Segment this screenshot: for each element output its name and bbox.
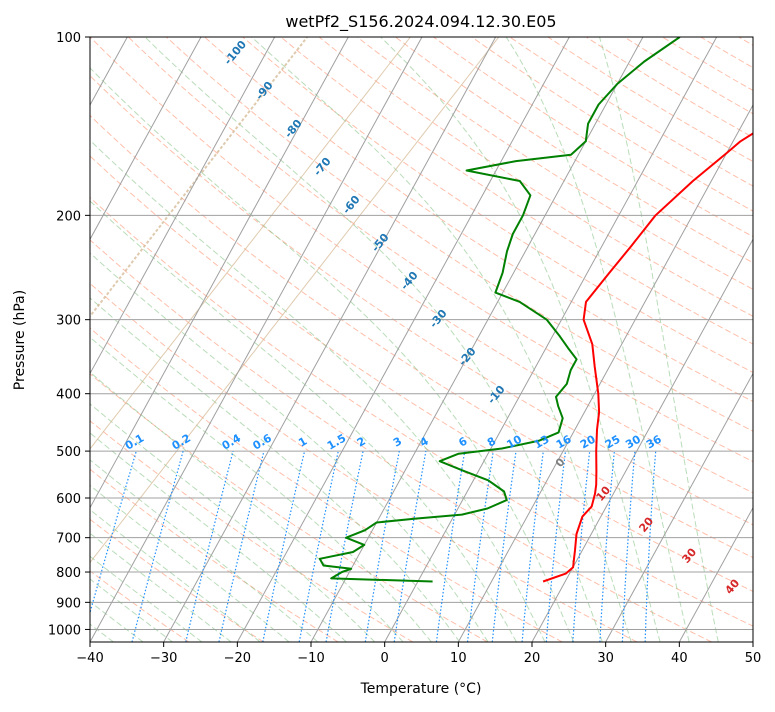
x-tick-label: 10	[450, 651, 467, 666]
x-tick-label: 40	[671, 651, 688, 666]
x-tick-label: −10	[297, 651, 324, 666]
x-tick-label: −30	[150, 651, 177, 666]
y-tick-label: 400	[56, 388, 81, 403]
y-tick-label: 300	[56, 314, 81, 329]
y-tick-label: 800	[56, 566, 81, 581]
y-tick-label: 200	[56, 209, 81, 224]
chart-title: wetPf2_S156.2024.094.12.30.E05	[285, 12, 556, 32]
y-tick-label: 700	[56, 532, 81, 547]
x-tick-label: 20	[524, 651, 541, 666]
x-tick-label: 30	[597, 651, 614, 666]
y-tick-label: 600	[56, 492, 81, 507]
y-tick-label: 100	[56, 31, 81, 46]
x-axis-label: Temperature (°C)	[360, 681, 482, 697]
y-tick-label: 900	[56, 596, 81, 611]
y-axis-label: Pressure (hPa)	[12, 290, 28, 390]
y-tick-label: 500	[56, 445, 81, 460]
x-tick-label: −20	[224, 651, 251, 666]
y-tick-label: 1000	[48, 623, 81, 638]
x-tick-label: −40	[76, 651, 103, 666]
x-tick-label: 0	[381, 651, 389, 666]
x-tick-label: 50	[745, 651, 762, 666]
